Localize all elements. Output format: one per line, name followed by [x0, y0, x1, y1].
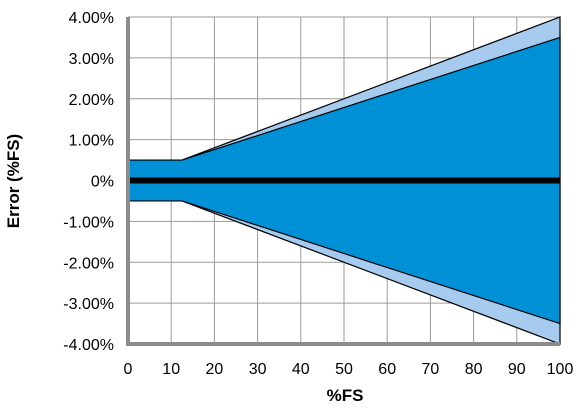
- x-axis-title: %FS: [327, 386, 364, 405]
- y-tick-label: -1.00%: [63, 214, 114, 231]
- x-tick-label: 20: [206, 361, 224, 378]
- x-tick-label: 100: [547, 361, 574, 378]
- y-tick-label: 1.00%: [69, 133, 114, 150]
- x-tick-label: 50: [335, 361, 353, 378]
- y-tick-label: -3.00%: [63, 296, 114, 313]
- x-tick-label: 40: [292, 361, 310, 378]
- x-tick-labels: 0 10 20 30 40 50 60 70 80 90 100: [124, 361, 574, 378]
- y-tick-label: -4.00%: [63, 337, 114, 354]
- y-tick-label: -2.00%: [63, 255, 114, 272]
- axes: [126, 17, 560, 346]
- x-tick-label: 90: [508, 361, 526, 378]
- y-tick-label: 3.00%: [69, 51, 114, 68]
- x-tick-label: 70: [422, 361, 440, 378]
- x-tick-label: 60: [378, 361, 396, 378]
- y-tick-label: 2.00%: [69, 92, 114, 109]
- y-tick-label: 0%: [91, 174, 114, 191]
- y-tick-labels: 4.00% 3.00% 2.00% 1.00% 0% -1.00% -2.00% -3.00%…: [63, 10, 114, 354]
- y-axis-title: Error (%FS): [4, 134, 23, 228]
- x-tick-label: 30: [249, 361, 267, 378]
- x-tick-label: 0: [124, 361, 133, 378]
- y-tick-label: 4.00%: [69, 10, 114, 27]
- x-tick-label: 80: [465, 361, 483, 378]
- x-tick-label: 10: [162, 361, 180, 378]
